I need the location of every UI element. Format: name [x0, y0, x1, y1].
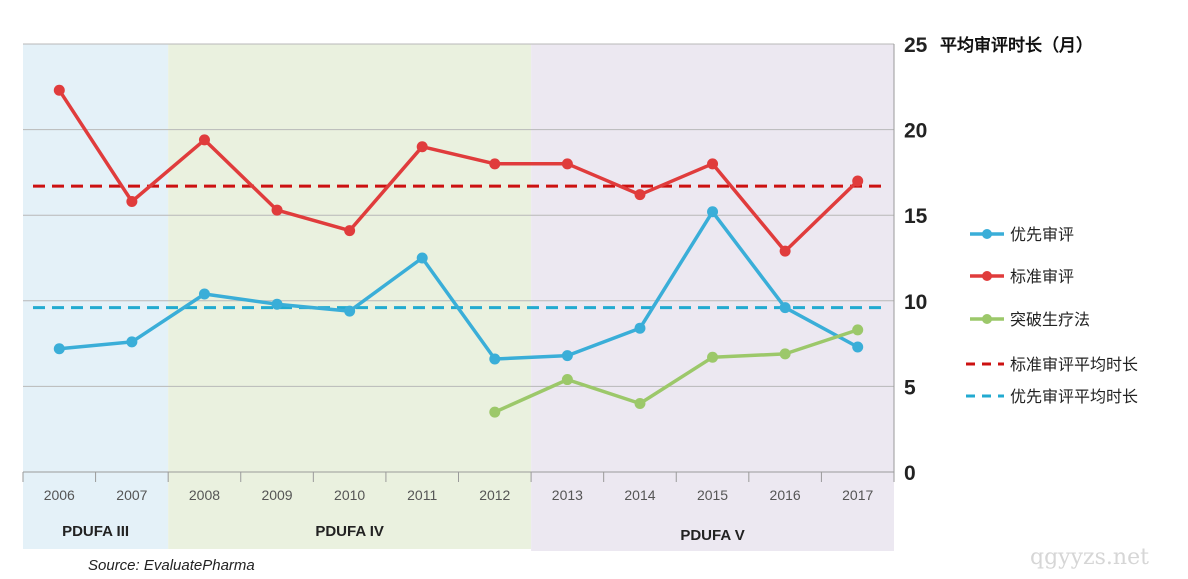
x-tick-label-2010: 2010	[334, 487, 365, 503]
region-pdufa-v	[531, 44, 894, 551]
legend-label-2: 标准审评	[1010, 267, 1074, 286]
y-tick-label-15: 15	[904, 205, 928, 228]
data-point-2-2014	[634, 189, 646, 201]
data-point-2-2016	[779, 245, 791, 257]
data-point-1-2012	[489, 353, 501, 365]
legend-reference-label-1: 标准审评平均时长	[1010, 355, 1138, 374]
y-tick-label-0: 0	[904, 462, 916, 485]
data-point-1-2015	[707, 206, 719, 218]
data-point-1-2011	[416, 252, 428, 264]
data-point-2-2007	[126, 196, 138, 208]
region-label-pdufa-iv: PDUFA IV	[315, 523, 384, 540]
data-point-3-2012	[489, 406, 501, 418]
data-point-1-2007	[126, 336, 138, 348]
data-point-2-2010	[344, 225, 356, 237]
data-point-2-2006	[53, 84, 65, 96]
x-tick-label-2017: 2017	[842, 487, 873, 503]
x-tick-label-2015: 2015	[697, 487, 728, 503]
data-point-3-2015	[707, 351, 719, 363]
watermark: qgyyzs.net	[1030, 545, 1149, 570]
legend-label-1: 优先审评	[1010, 225, 1074, 244]
series-line-3	[494, 328, 859, 414]
data-point-1-2017	[852, 341, 864, 353]
legend-marker-1	[982, 229, 992, 239]
source-note: Source: EvaluatePharma	[88, 557, 255, 574]
y-tick-label-10: 10	[904, 291, 927, 314]
data-point-2-2013	[561, 158, 573, 170]
x-tick-label-2012: 2012	[479, 487, 510, 503]
x-tick-label-2013: 2013	[552, 487, 583, 503]
data-point-1-2016	[779, 302, 791, 314]
data-point-1-2009	[271, 298, 283, 310]
x-tick-label-2011: 2011	[407, 487, 437, 503]
data-point-2-2009	[271, 204, 283, 216]
data-point-2-2008	[198, 134, 210, 146]
data-point-3-2014	[634, 398, 646, 410]
x-tick-label-2008: 2008	[189, 487, 220, 503]
legend-marker-3	[982, 314, 992, 324]
x-tick-label-2009: 2009	[261, 487, 292, 503]
data-point-2-2012	[489, 158, 501, 170]
data-point-2-2011	[416, 141, 428, 153]
legend-label-3: 突破生疗法	[1010, 310, 1090, 329]
y-tick-label-25: 25	[904, 34, 928, 57]
region-pdufa-iii	[23, 44, 169, 549]
data-point-1-2006	[53, 343, 65, 355]
data-point-3-2017	[852, 324, 864, 336]
data-point-1-2008	[198, 288, 210, 300]
series-line-2	[57, 89, 859, 253]
region-label-pdufa-v: PDUFA V	[680, 527, 744, 544]
y-axis-label: 平均审评时长（月）	[940, 35, 1093, 56]
x-tick-label-2006: 2006	[44, 487, 75, 503]
x-tick-label-2014: 2014	[624, 487, 655, 503]
series-line-1	[59, 210, 859, 361]
x-tick-label-2016: 2016	[770, 487, 801, 503]
x-tick-label-2007: 2007	[116, 487, 147, 503]
legend-marker-2	[982, 271, 992, 281]
data-point-3-2016	[779, 348, 791, 360]
data-point-1-2013	[561, 350, 573, 362]
data-point-1-2010	[344, 305, 356, 317]
y-tick-label-20: 20	[904, 120, 927, 143]
region-label-pdufa-iii: PDUFA III	[62, 523, 129, 540]
data-point-2-2015	[707, 158, 719, 170]
data-point-1-2014	[634, 322, 646, 334]
data-point-2-2017	[852, 175, 864, 187]
y-tick-label-5: 5	[904, 376, 916, 399]
legend-reference-label-2: 优先审评平均时长	[1010, 387, 1138, 406]
data-point-3-2013	[561, 374, 573, 386]
